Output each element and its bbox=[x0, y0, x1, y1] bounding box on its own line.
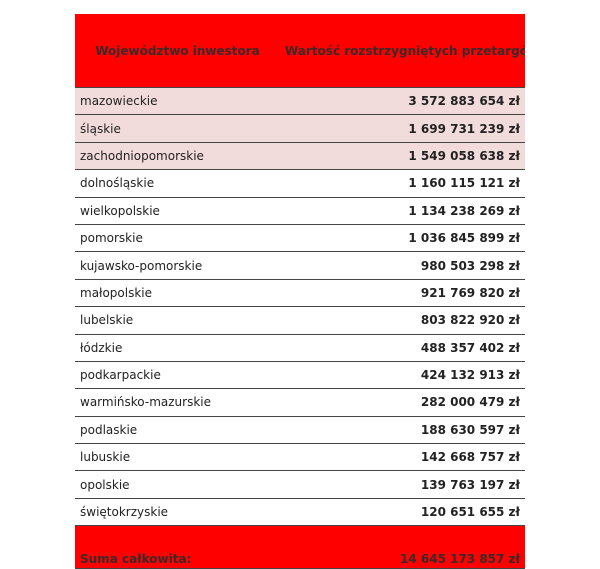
table-row: śląskie 1 699 731 239 zł bbox=[75, 114, 525, 143]
region-cell: śląskie bbox=[75, 114, 280, 143]
value-cell: 803 822 920 zł bbox=[280, 306, 525, 335]
value-cell: 1 699 731 239 zł bbox=[280, 114, 525, 143]
value-cell: 139 763 197 zł bbox=[280, 470, 525, 499]
table-row: podkarpackie 424 132 913 zł bbox=[75, 361, 525, 390]
region-cell: łódzkie bbox=[75, 334, 280, 362]
footer-row: Suma całkowita: 14 645 173 857 zł bbox=[75, 525, 525, 569]
value-cell: 921 769 820 zł bbox=[280, 279, 525, 308]
table-row: wielkopolskie 1 134 238 269 zł bbox=[75, 197, 525, 225]
value-cell: 424 132 913 zł bbox=[280, 361, 525, 390]
table-row: mazowieckie 3 572 883 654 zł bbox=[75, 87, 525, 116]
region-cell: świętokrzyskie bbox=[75, 498, 280, 527]
value-cell: 1 036 845 899 zł bbox=[280, 224, 525, 253]
table-row: lubelskie 803 822 920 zł bbox=[75, 306, 525, 335]
data-table: Województwo inwestora Wartość rozstrzygni… bbox=[75, 14, 525, 569]
region-cell: kujawsko-pomorskie bbox=[75, 251, 280, 280]
page: Województwo inwestora Wartość rozstrzygni… bbox=[75, 14, 525, 569]
region-cell: opolskie bbox=[75, 470, 280, 499]
value-cell: 980 503 298 zł bbox=[280, 251, 525, 280]
value-cell: 142 668 757 zł bbox=[280, 443, 525, 472]
region-cell: zachodniopomorskie bbox=[75, 142, 280, 171]
value-cell: 488 357 402 zł bbox=[280, 334, 525, 362]
table-row: warmińsko-mazurskie 282 000 479 zł bbox=[75, 388, 525, 417]
region-cell: mazowieckie bbox=[75, 87, 280, 116]
header-cell: Wartość rozstrzygniętych przetargów bbox=[280, 14, 525, 88]
header-cell: Województwo inwestora bbox=[75, 14, 280, 88]
table-row: zachodniopomorskie 1 549 058 638 zł bbox=[75, 142, 525, 171]
table-row: lubuskie 142 668 757 zł bbox=[75, 443, 525, 472]
region-cell: warmińsko-mazurskie bbox=[75, 388, 280, 417]
value-cell: 188 630 597 zł bbox=[280, 416, 525, 445]
table-row: opolskie 139 763 197 zł bbox=[75, 470, 525, 499]
table-row: kujawsko-pomorskie 980 503 298 zł bbox=[75, 251, 525, 280]
table-row: małopolskie 921 769 820 zł bbox=[75, 279, 525, 308]
value-cell: 282 000 479 zł bbox=[280, 388, 525, 417]
region-cell: dolnośląskie bbox=[75, 169, 280, 198]
header-row: Województwo inwestora Wartość rozstrzygni… bbox=[75, 14, 525, 88]
table-row: podlaskie 188 630 597 zł bbox=[75, 416, 525, 445]
region-cell: podlaskie bbox=[75, 416, 280, 445]
table-row: łódzkie 488 357 402 zł bbox=[75, 334, 525, 362]
region-cell: podkarpackie bbox=[75, 361, 280, 390]
value-cell: 3 572 883 654 zł bbox=[280, 87, 525, 116]
region-cell: pomorskie bbox=[75, 224, 280, 253]
region-cell: lubelskie bbox=[75, 306, 280, 335]
value-cell: 1 160 115 121 zł bbox=[280, 169, 525, 198]
table-row: świętokrzyskie 120 651 655 zł bbox=[75, 498, 525, 527]
region-cell: lubuskie bbox=[75, 443, 280, 472]
total-value: 14 645 173 857 zł bbox=[280, 525, 525, 569]
value-cell: 1 134 238 269 zł bbox=[280, 197, 525, 225]
value-cell: 1 549 058 638 zł bbox=[280, 142, 525, 171]
value-cell: 120 651 655 zł bbox=[280, 498, 525, 527]
table-row: dolnośląskie 1 160 115 121 zł bbox=[75, 169, 525, 198]
table-row: pomorskie 1 036 845 899 zł bbox=[75, 224, 525, 253]
region-cell: małopolskie bbox=[75, 279, 280, 308]
region-cell: wielkopolskie bbox=[75, 197, 280, 225]
total-label: Suma całkowita: bbox=[75, 525, 280, 569]
